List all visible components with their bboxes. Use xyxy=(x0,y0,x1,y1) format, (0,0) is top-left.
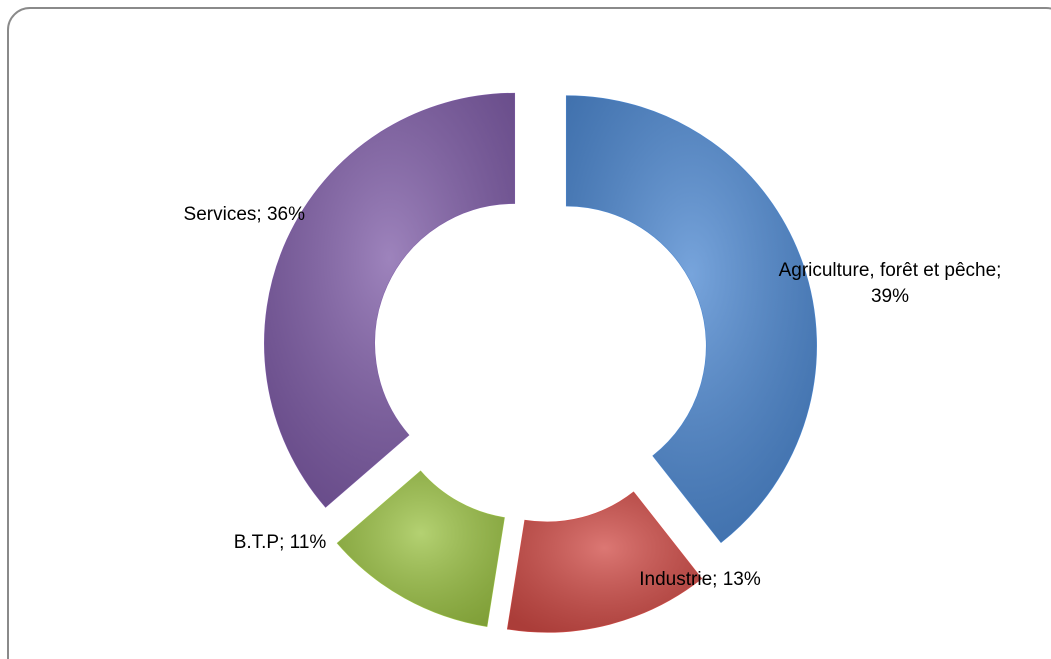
chart-frame xyxy=(7,7,1051,659)
slice-shade xyxy=(507,492,702,633)
data-label: B.T.P; 11% xyxy=(233,532,327,553)
data-label: Services; 36% xyxy=(183,204,305,225)
slice-shade xyxy=(337,471,505,627)
slice-shade xyxy=(566,95,817,543)
slice-shade xyxy=(264,93,515,508)
data-label: Agriculture, forêt et pêche; 39% xyxy=(778,260,1002,307)
data-label: Industrie; 13% xyxy=(639,569,761,590)
